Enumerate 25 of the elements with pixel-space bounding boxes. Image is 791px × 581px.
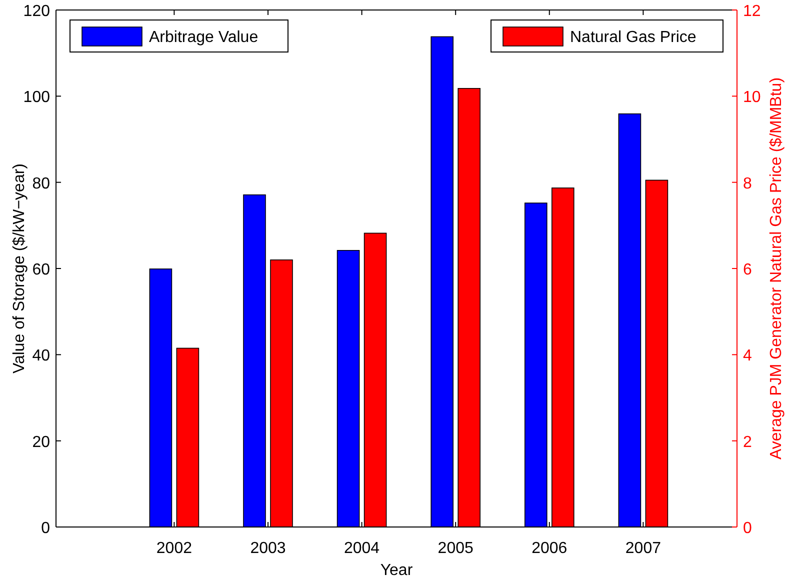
y-tick-label: 0 <box>41 520 50 537</box>
y-tick-label: 80 <box>32 175 50 192</box>
y2-tick-label: 6 <box>743 262 752 278</box>
y2-tick-label: 8 <box>743 175 752 192</box>
y-tick-label: 40 <box>32 348 50 365</box>
y2-tick-label: 10 <box>743 89 761 106</box>
x-axis-title: Year <box>380 562 414 579</box>
x-tick-label: 2003 <box>250 540 286 557</box>
y2-axis-title: Average PJM Generator Natural Gas Price ($/MMBtu) <box>768 77 785 460</box>
x-tick-label: 2004 <box>344 540 380 557</box>
legend-label: Natural Gas Price <box>570 29 696 46</box>
y-tick-label: 60 <box>32 262 50 278</box>
y2-tick-label: 12 <box>743 3 761 20</box>
legend-label: Arbitrage Value <box>149 29 258 46</box>
x-tick-label: 2005 <box>438 540 474 557</box>
y-axis-title: Value of Storage ($/kW−year) <box>11 163 28 374</box>
x-tick-label: 2007 <box>625 540 662 557</box>
y-tick-label: 100 <box>23 89 50 106</box>
x-tick-label: 2002 <box>156 540 192 557</box>
y2-tick-label: 0 <box>743 520 752 537</box>
y-tick-label: 120 <box>23 3 50 20</box>
x-tick-label: 2006 <box>532 540 568 557</box>
y-tick-label: 20 <box>32 434 50 451</box>
y2-tick-label: 2 <box>743 434 752 451</box>
y2-tick-label: 4 <box>743 348 752 365</box>
